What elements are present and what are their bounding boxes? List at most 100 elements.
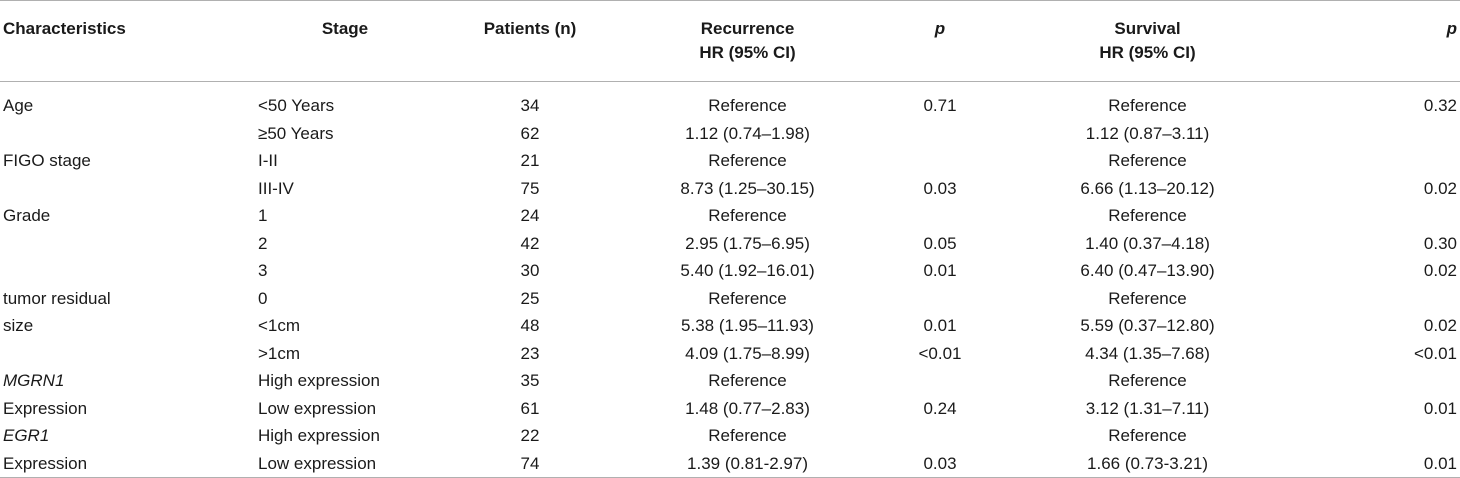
cell-stage: >1cm <box>258 343 301 363</box>
table-row: tumor residual 0 25 Reference Reference <box>0 285 1460 313</box>
cell-characteristic: Grade <box>3 206 51 225</box>
cell-survival-hr: 1.12 (0.87–3.11) <box>1085 123 1210 143</box>
cell-recurrence-p <box>870 147 1010 175</box>
header-characteristics: Characteristics <box>3 19 126 38</box>
cell-survival-hr: 4.34 (1.35–7.68) <box>1085 343 1210 363</box>
cell-recurrence-hr: Reference <box>708 96 787 115</box>
table-row: size <1cm 48 5.38 (1.95–11.93) 0.01 5.59 (0.3… <box>0 312 1460 340</box>
cell-patients: 24 <box>520 206 540 225</box>
cell-patients: 34 <box>520 96 540 115</box>
cell-characteristic: tumor residual <box>3 288 111 308</box>
cell-characteristic: MGRN1 <box>3 371 65 390</box>
cell-recurrence-p: 0.03 <box>923 178 957 198</box>
cell-survival-p: 0.02 <box>1423 178 1457 198</box>
cell-stage: 0 <box>258 288 268 308</box>
header-stage: Stage <box>321 19 369 38</box>
cell-survival-hr: 6.66 (1.13–20.12) <box>1080 178 1215 198</box>
cell-recurrence-p <box>870 202 1010 230</box>
cell-recurrence-p: 0.71 <box>923 96 957 115</box>
cell-recurrence-hr: Reference <box>708 288 787 308</box>
cell-recurrence-hr: 1.39 (0.81-2.97) <box>687 453 808 473</box>
cell-survival-hr: Reference <box>1108 371 1187 390</box>
cell-patients: 42 <box>520 233 540 253</box>
cell-survival-hr: 6.40 (0.47–13.90) <box>1080 261 1215 280</box>
cell-survival-p: 0.32 <box>1423 96 1457 115</box>
cell-stage: ≥50 Years <box>258 123 334 143</box>
cell-stage: III-IV <box>258 178 294 198</box>
table-row: Expression Low expression 61 1.48 (0.77–2.8… <box>0 395 1460 423</box>
cell-survival-hr: Reference <box>1108 426 1187 445</box>
header-survival-hr: Survival HR (95% CI) <box>1099 19 1196 62</box>
cell-characteristic <box>0 340 255 368</box>
cell-characteristic <box>0 257 255 285</box>
cell-survival-p: 0.01 <box>1423 398 1457 418</box>
header-patients: Patients (n) <box>483 19 577 38</box>
cell-recurrence-p <box>870 422 1010 450</box>
cell-stage: <1cm <box>258 316 301 335</box>
cell-survival-p <box>1285 120 1460 148</box>
cell-survival-p <box>1285 202 1460 230</box>
cell-recurrence-hr: Reference <box>708 151 787 170</box>
cell-survival-p <box>1285 147 1460 175</box>
cell-recurrence-p <box>870 120 1010 148</box>
cell-recurrence-hr: 2.95 (1.75–6.95) <box>685 233 810 253</box>
cell-recurrence-p: 0.05 <box>923 233 957 253</box>
table-row: Grade 1 24 Reference Reference <box>0 202 1460 230</box>
cell-recurrence-p <box>870 367 1010 395</box>
cell-stage: High expression <box>258 371 380 390</box>
cell-patients: 21 <box>520 151 540 170</box>
cell-characteristic: Expression <box>3 398 88 418</box>
cell-recurrence-hr: Reference <box>708 426 787 445</box>
cell-recurrence-p: 0.03 <box>923 453 957 473</box>
table-row: III-IV 75 8.73 (1.25–30.15) 0.03 6.66 (1.13–… <box>0 175 1460 203</box>
cell-characteristic: size <box>3 316 34 335</box>
cell-characteristic <box>0 230 255 258</box>
table-header: Characteristics Stage Patients (n) Recur… <box>0 0 1460 82</box>
cell-recurrence-p: 0.01 <box>923 261 957 280</box>
cell-patients: 30 <box>520 261 540 280</box>
cell-stage: 2 <box>258 233 268 253</box>
table-row: MGRN1 High expression 35 Reference Reference <box>0 367 1460 395</box>
cell-patients: 74 <box>520 453 540 473</box>
cell-recurrence-hr: 1.12 (0.74–1.98) <box>685 123 810 143</box>
cell-characteristic: Expression <box>3 453 88 473</box>
cell-stage: 3 <box>258 261 268 280</box>
cell-recurrence-p <box>870 285 1010 313</box>
cell-recurrence-p: 0.01 <box>923 316 957 335</box>
table-body: Age <50 Years 34 Reference 0.71 Reference 0.32… <box>0 82 1460 478</box>
cell-characteristic: Age <box>3 96 34 115</box>
cell-stage: High expression <box>258 426 380 445</box>
cell-survival-p: 0.02 <box>1423 316 1457 335</box>
cell-survival-hr: 5.59 (0.37–12.80) <box>1080 316 1215 335</box>
cell-patients: 25 <box>520 288 540 308</box>
cell-characteristic <box>0 175 255 203</box>
cell-survival-hr: Reference <box>1108 151 1187 170</box>
cell-survival-p <box>1285 367 1460 395</box>
header-recurrence-hr: Recurrence HR (95% CI) <box>699 19 796 62</box>
table-row: >1cm 23 4.09 (1.75–8.99) <0.01 4.34 (1.35–7.… <box>0 340 1460 368</box>
cell-characteristic: EGR1 <box>3 426 50 445</box>
cell-survival-p <box>1285 285 1460 313</box>
cell-patients: 61 <box>520 398 540 418</box>
cell-recurrence-hr: 5.38 (1.95–11.93) <box>681 316 814 335</box>
header-survival-p: p <box>1446 19 1457 38</box>
cell-survival-hr: 3.12 (1.31–7.11) <box>1085 398 1210 418</box>
cell-patients: 35 <box>520 371 540 390</box>
cell-stage: 1 <box>258 206 268 225</box>
cell-patients: 23 <box>520 343 540 363</box>
table-row: 2 42 2.95 (1.75–6.95) 0.05 1.40 (0.37–4.18) 0… <box>0 230 1460 258</box>
cell-recurrence-hr: Reference <box>708 371 787 390</box>
table-row: Expression Low expression 74 1.39 (0.81-2.9… <box>0 450 1460 478</box>
cell-recurrence-hr: 5.40 (1.92–16.01) <box>680 261 815 280</box>
cell-survival-hr: 1.40 (0.37–4.18) <box>1085 233 1210 253</box>
cell-survival-p: 0.30 <box>1423 233 1457 253</box>
table-row: Age <50 Years 34 Reference 0.71 Reference 0.32 <box>0 82 1460 120</box>
cell-characteristic <box>0 120 255 148</box>
cell-patients: 62 <box>520 123 540 143</box>
table-row: FIGO stage I-II 21 Reference Reference <box>0 147 1460 175</box>
cell-recurrence-hr: Reference <box>708 206 787 225</box>
cell-recurrence-hr: 1.48 (0.77–2.83) <box>685 398 810 418</box>
cell-stage: I-II <box>258 151 278 170</box>
cell-survival-p: 0.01 <box>1423 453 1457 473</box>
